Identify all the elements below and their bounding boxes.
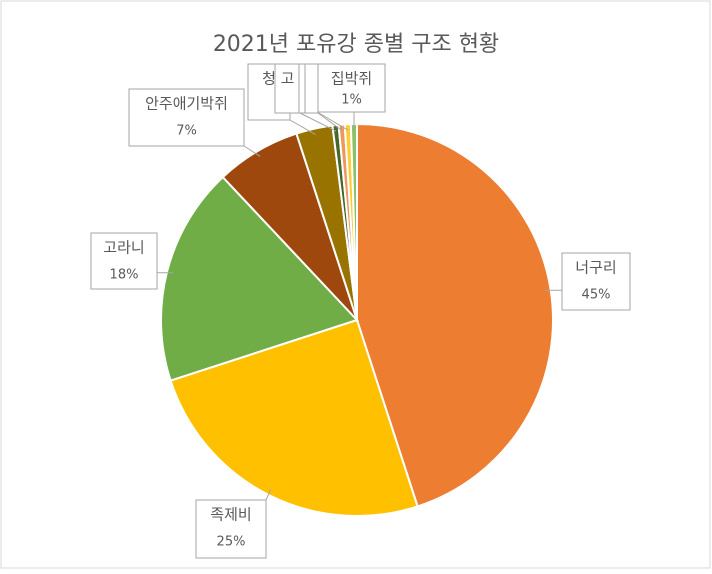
label-box	[304, 63, 320, 114]
category-label: 너구리	[575, 259, 616, 277]
chart-title: 2021년 포유강 종별 구조 현황	[213, 32, 499, 57]
value-label: 18%	[110, 268, 139, 283]
category-label: 집박쥐	[331, 70, 372, 88]
value-label: 45%	[582, 288, 611, 303]
value-label: 7%	[176, 124, 197, 139]
leader-line	[289, 119, 316, 136]
leader-line	[299, 112, 337, 132]
label-box	[274, 63, 301, 114]
category-label: 고라니	[103, 239, 144, 257]
pie-slice	[160, 175, 359, 382]
category-label: 족제비	[210, 506, 251, 524]
leader-line	[265, 489, 272, 501]
label-box	[195, 499, 267, 559]
label-box	[561, 252, 631, 311]
pie-slice	[356, 122, 554, 508]
leader-line	[318, 112, 349, 131]
label-box	[90, 232, 158, 290]
label-box	[317, 63, 386, 113]
value-label: 1%	[341, 93, 362, 108]
category-label: 청	[262, 70, 276, 88]
leader-line	[317, 112, 343, 131]
leader-line	[243, 145, 261, 157]
value-label: 25%	[217, 535, 246, 550]
category-label: 고	[281, 70, 295, 88]
category-label: 안주애기박쥐	[145, 95, 228, 113]
label-box	[128, 88, 245, 147]
